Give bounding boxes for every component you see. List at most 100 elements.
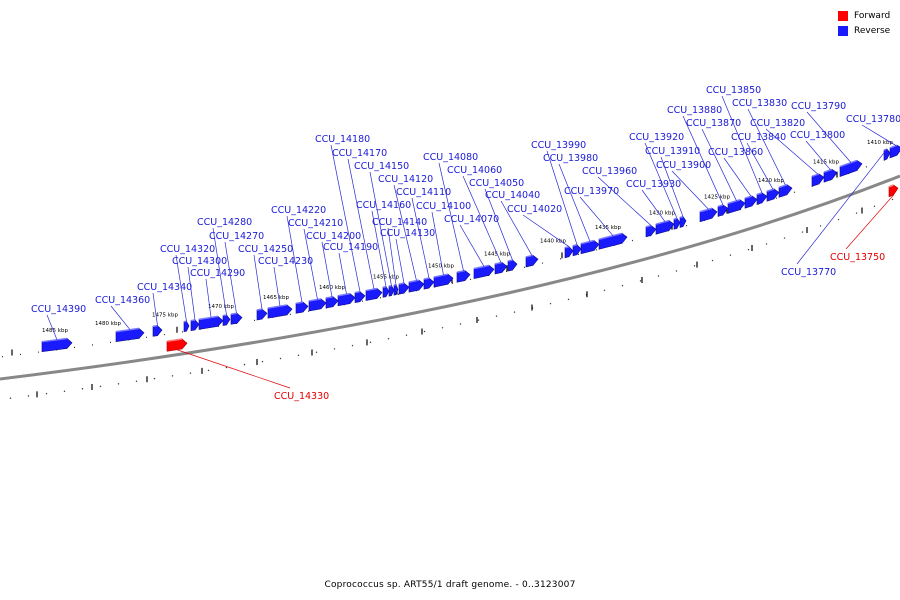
gene-leader-line: [212, 227, 227, 316]
gene-glyph: [398, 282, 410, 295]
gene-highlight: [580, 239, 595, 245]
lower-scale-dot: [297, 354, 300, 357]
lower-scale-dot: [765, 243, 768, 245]
gene-leader-line: [110, 305, 131, 330]
gene-leader-line: [303, 228, 318, 300]
gene-leader-line: [671, 170, 709, 210]
gene-label: CCU_14320: [160, 244, 215, 255]
lower-scale-dot: [441, 326, 444, 329]
gene-leader-line: [558, 163, 591, 242]
scale-label: 1430 kbp: [649, 211, 675, 217]
gene-highlight: [115, 327, 140, 333]
lower-scale-dot: [99, 385, 102, 388]
gene-highlight: [423, 277, 430, 280]
gene-label: CCU_14040: [485, 190, 540, 201]
gene-glyph: [388, 285, 395, 297]
gene-leader-line: [175, 254, 187, 322]
gene-leader-line: [387, 227, 397, 285]
gene-highlight: [398, 282, 405, 285]
gene-leader-line: [746, 142, 774, 190]
gene-highlight: [823, 168, 833, 173]
gene-label: CCU_14020: [507, 204, 562, 215]
gene-highlight: [679, 215, 684, 219]
scale-label: 1420 kbp: [758, 178, 784, 184]
lower-scale-dot: [135, 380, 138, 383]
gene-highlight: [473, 264, 490, 270]
gene-glyph: [190, 319, 200, 331]
lower-scale-dot: [621, 284, 624, 287]
reverse-swatch: [838, 25, 848, 36]
gene-highlight: [198, 315, 219, 321]
legend: Forward Reverse: [838, 8, 890, 38]
gene-highlight: [839, 159, 858, 168]
gene-label: CCU_13870: [686, 118, 741, 129]
gene-label: CCU_14160: [356, 200, 411, 211]
gene-highlight: [365, 287, 378, 292]
gene-label: CCU_14280: [197, 217, 252, 228]
gene-leader-line: [338, 252, 347, 295]
gene-label: CCU_14110: [396, 187, 451, 198]
gene-leader-line: [682, 115, 724, 206]
lower-scale-dot: [171, 375, 174, 377]
gene-label: CCU_13770: [781, 267, 836, 278]
gene-highlight: [673, 217, 678, 220]
gene-label: CCU_14300: [172, 256, 227, 267]
gene-highlight: [222, 314, 227, 317]
scale-label: 1465 kbp: [263, 295, 289, 301]
gene-leader-line: [806, 111, 852, 163]
lower-scale-dot: [315, 351, 318, 354]
gene-leader-line: [395, 238, 405, 284]
gene-highlight: [408, 279, 420, 283]
gene-glyph: [572, 244, 582, 257]
gene-glyph: [679, 216, 687, 228]
gene-label: CCU_13970: [564, 186, 619, 197]
gene-label: CCU_13980: [543, 153, 598, 164]
gene-label: CCU_14360: [95, 295, 150, 306]
gene-leader-line: [347, 158, 375, 290]
lower-scale-dot: [819, 225, 822, 227]
scale-label: 1425 kbp: [704, 195, 730, 201]
gene-highlight: [699, 207, 713, 213]
lower-scale-dot: [153, 377, 156, 380]
lower-scale-dot: [81, 387, 84, 390]
gene-leader-line: [861, 124, 897, 146]
genome-caption: Coprococcus sp. ART55/1 draft genome. - …: [324, 580, 576, 590]
gene-leader-line: [796, 148, 888, 265]
gene-leader-line: [462, 175, 502, 263]
scale-label: 1480 kbp: [95, 321, 121, 327]
lower-scale-dot: [729, 254, 732, 256]
scale-label: 1460 kbp: [319, 285, 345, 291]
gene-label: CCU_14200: [306, 231, 361, 242]
gene-highlight: [717, 204, 724, 208]
gene-label: CCU_14330: [274, 391, 329, 402]
gene-glyph: [727, 199, 746, 214]
legend-reverse-label: Reverse: [854, 25, 891, 36]
gene-label: CCU_14220: [271, 205, 326, 216]
gene-highlight: [456, 269, 466, 273]
gene-label: CCU_14340: [137, 282, 192, 293]
legend-forward: Forward: [838, 8, 890, 23]
gene-label: CCU_13930: [626, 179, 681, 190]
gene-label: CCU_13960: [582, 166, 637, 177]
lower-scale-dot: [639, 280, 642, 282]
gene-highlight: [190, 319, 196, 322]
gene-leader-line: [723, 157, 752, 197]
gene-label: CCU_14270: [209, 231, 264, 242]
gene-leader-line: [579, 196, 614, 236]
gene-leader-line: [721, 95, 763, 193]
gene-glyph: [256, 308, 268, 321]
lower-scale-dot: [243, 363, 246, 366]
gene-label: CCU_13800: [790, 130, 845, 141]
gene-label: CCU_14100: [416, 201, 471, 212]
gene-leader-line: [393, 184, 417, 281]
gene-leader-line: [845, 194, 894, 250]
gene-label: CCU_14250: [238, 244, 293, 255]
lower-scale-dot: [423, 330, 426, 333]
lower-scale-dot: [405, 334, 408, 337]
lower-scale-dot: [369, 341, 372, 344]
gene-label: CCU_14390: [31, 304, 86, 315]
gene-leader-line: [500, 200, 533, 256]
gene-highlight: [267, 304, 288, 309]
gene-glyph: [152, 325, 163, 337]
gene-leader-line: [644, 142, 678, 219]
